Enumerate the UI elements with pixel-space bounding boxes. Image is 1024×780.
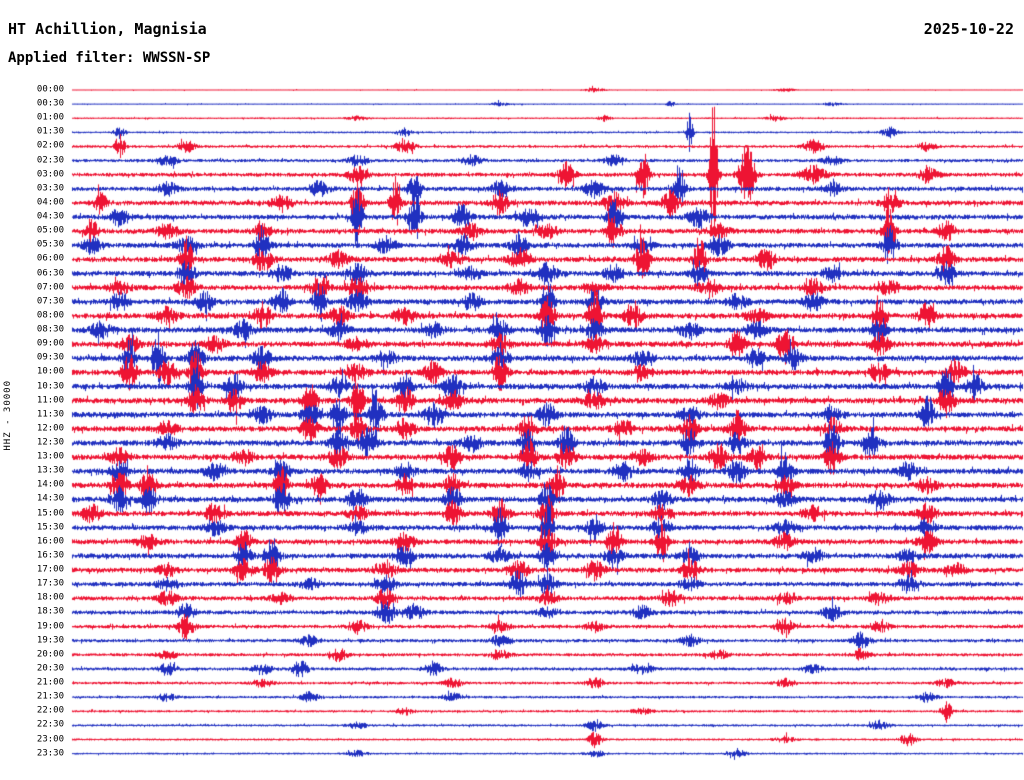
time-label: 06:00 — [36, 253, 64, 264]
time-label: 12:30 — [36, 437, 64, 448]
time-label: 17:30 — [36, 578, 64, 589]
time-label: 18:30 — [36, 606, 64, 617]
time-label: 13:00 — [36, 451, 64, 462]
time-label: 13:30 — [36, 465, 64, 476]
time-label: 05:00 — [36, 225, 64, 236]
time-label: 22:30 — [36, 719, 64, 730]
time-label: 15:00 — [36, 508, 64, 519]
time-label: 08:30 — [36, 324, 64, 335]
time-label: 00:00 — [36, 84, 64, 95]
time-label: 04:30 — [36, 211, 64, 222]
time-label: 21:00 — [36, 677, 64, 688]
time-label: 22:00 — [36, 705, 64, 716]
time-label: 09:00 — [36, 338, 64, 349]
time-label: 15:30 — [36, 522, 64, 533]
time-label: 08:00 — [36, 310, 64, 321]
time-label: 03:30 — [36, 183, 64, 194]
time-label: 07:00 — [36, 282, 64, 293]
time-label: 20:00 — [36, 649, 64, 660]
time-label: 05:30 — [36, 239, 64, 250]
time-label: 14:00 — [36, 479, 64, 490]
time-label: 04:00 — [36, 197, 64, 208]
date-label: 2025-10-22 — [923, 20, 1014, 38]
time-label: 01:00 — [36, 112, 64, 123]
time-label: 19:30 — [36, 635, 64, 646]
time-label: 17:00 — [36, 564, 64, 575]
time-label: 07:30 — [36, 296, 64, 307]
time-label: 02:30 — [36, 155, 64, 166]
filter-label: Applied filter: WWSSN-SP — [8, 50, 211, 66]
time-label: 20:30 — [36, 663, 64, 674]
station-title: HT Achillion, Magnisia — [8, 20, 207, 38]
time-label: 06:30 — [36, 268, 64, 279]
time-label: 21:30 — [36, 691, 64, 702]
time-label: 01:30 — [36, 126, 64, 137]
time-label: 14:30 — [36, 493, 64, 504]
time-label: 11:30 — [36, 409, 64, 420]
time-label: 23:00 — [36, 734, 64, 745]
time-label: 11:00 — [36, 395, 64, 406]
time-label: 02:00 — [36, 140, 64, 151]
time-label: 16:30 — [36, 550, 64, 561]
time-label: 23:30 — [36, 748, 64, 759]
time-label: 19:00 — [36, 621, 64, 632]
time-label: 00:30 — [36, 98, 64, 109]
time-label: 09:30 — [36, 352, 64, 363]
time-label: 03:00 — [36, 169, 64, 180]
time-label: 18:00 — [36, 592, 64, 603]
time-label: 16:00 — [36, 536, 64, 547]
time-label: 12:00 — [36, 423, 64, 434]
time-label: 10:30 — [36, 381, 64, 392]
time-label: 10:00 — [36, 366, 64, 377]
